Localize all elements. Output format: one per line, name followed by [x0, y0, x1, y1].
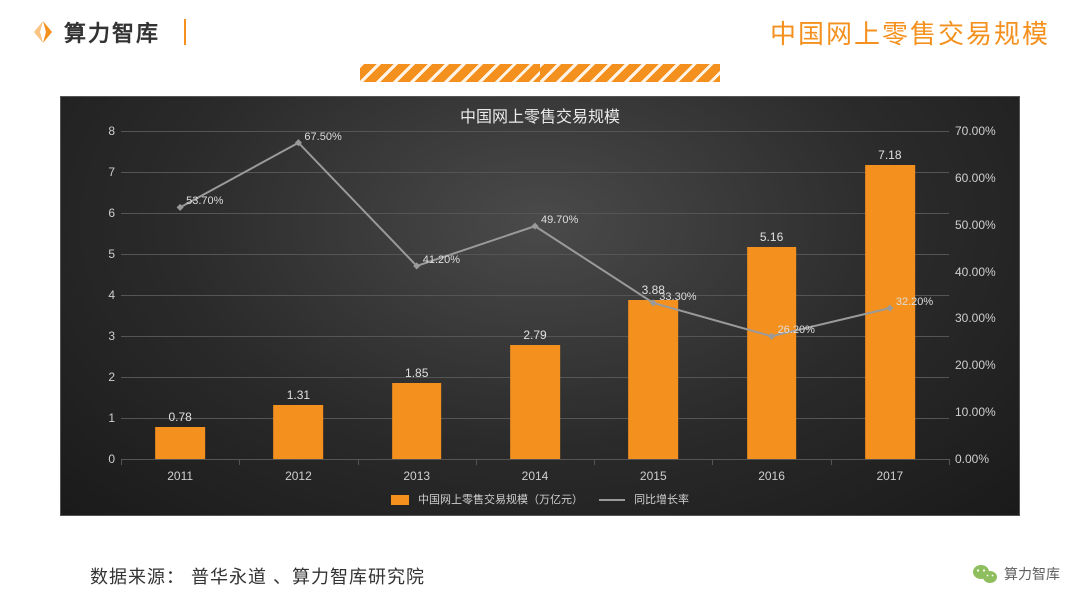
chart-container: 中国网上零售交易规模 0123456780.00%10.00%20.00%30.…	[60, 96, 1020, 516]
x-tick	[239, 459, 240, 465]
data-source: 数据来源： 普华永道 、算力智库研究院	[90, 563, 425, 589]
y-right-tick: 0.00%	[955, 452, 1007, 466]
line-series	[121, 131, 949, 459]
wechat-watermark: 算力智库	[972, 563, 1060, 585]
x-tick	[121, 459, 122, 465]
y-left-tick: 3	[91, 329, 115, 343]
gridline	[121, 459, 949, 460]
legend-bar: 中国网上零售交易规模（万亿元）	[391, 491, 583, 507]
hatch-bar	[30, 64, 1050, 82]
y-left-tick: 6	[91, 206, 115, 220]
wechat-icon	[972, 563, 998, 585]
y-right-tick: 20.00%	[955, 358, 1007, 372]
x-label: 2011	[150, 469, 210, 483]
x-label: 2012	[268, 469, 328, 483]
y-left-tick: 0	[91, 452, 115, 466]
page-title: 中国网上零售交易规模	[770, 14, 1050, 51]
x-tick	[712, 459, 713, 465]
y-left-tick: 4	[91, 288, 115, 302]
brand-text: 算力智库	[64, 16, 160, 48]
line-value-label: 53.70%	[186, 195, 223, 207]
source-value: 普华永道 、算力智库研究院	[191, 567, 425, 587]
chart-legend: 中国网上零售交易规模（万亿元） 同比增长率	[61, 491, 1019, 507]
x-tick	[949, 459, 950, 465]
source-label: 数据来源：	[90, 567, 185, 587]
line-value-label: 41.20%	[423, 254, 460, 266]
y-right-tick: 10.00%	[955, 405, 1007, 419]
y-left-tick: 5	[91, 247, 115, 261]
y-left-tick: 2	[91, 370, 115, 384]
line-value-label: 26.20%	[778, 324, 815, 336]
wechat-text: 算力智库	[1004, 564, 1060, 584]
y-left-tick: 1	[91, 411, 115, 425]
line-value-label: 49.70%	[541, 214, 578, 226]
chart-title: 中国网上零售交易规模	[61, 97, 1019, 127]
x-label: 2016	[742, 469, 802, 483]
y-right-tick: 50.00%	[955, 218, 1007, 232]
legend-line-label: 同比增长率	[634, 494, 689, 506]
line-value-label: 32.20%	[896, 296, 933, 308]
y-right-tick: 30.00%	[955, 311, 1007, 325]
legend-bar-label: 中国网上零售交易规模（万亿元）	[418, 494, 583, 506]
y-left-tick: 7	[91, 165, 115, 179]
brand-divider	[184, 19, 186, 45]
y-left-tick: 8	[91, 124, 115, 138]
x-tick	[358, 459, 359, 465]
x-label: 2013	[387, 469, 447, 483]
y-right-tick: 40.00%	[955, 265, 1007, 279]
x-label: 2014	[505, 469, 565, 483]
x-tick	[594, 459, 595, 465]
legend-line: 同比增长率	[599, 491, 689, 507]
brand-icon	[30, 19, 56, 45]
x-label: 2015	[623, 469, 683, 483]
x-tick	[831, 459, 832, 465]
chart-plot: 0123456780.00%10.00%20.00%30.00%40.00%50…	[121, 131, 949, 459]
line-value-label: 67.50%	[304, 131, 341, 143]
line-value-label: 33.30%	[659, 291, 696, 303]
legend-bar-swatch	[391, 495, 409, 505]
x-label: 2017	[860, 469, 920, 483]
y-right-tick: 60.00%	[955, 171, 1007, 185]
x-tick	[476, 459, 477, 465]
y-right-tick: 70.00%	[955, 124, 1007, 138]
legend-line-swatch	[599, 499, 625, 501]
brand-logo: 算力智库	[30, 16, 186, 48]
